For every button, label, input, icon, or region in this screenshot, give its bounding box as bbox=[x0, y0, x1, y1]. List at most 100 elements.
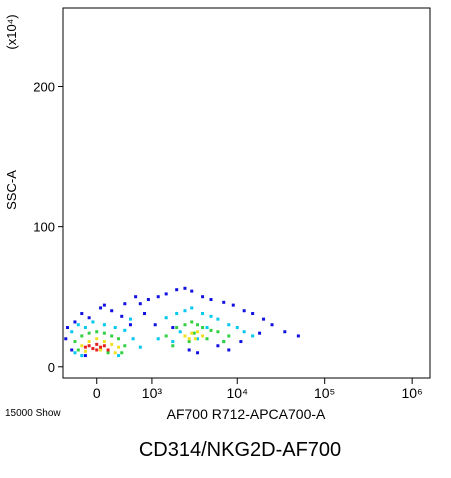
event-point bbox=[205, 326, 209, 330]
event-point bbox=[187, 348, 191, 352]
event-point bbox=[193, 337, 197, 341]
event-point bbox=[102, 340, 106, 344]
event-point bbox=[76, 323, 80, 327]
event-point bbox=[235, 326, 239, 330]
event-point bbox=[187, 337, 191, 341]
event-point bbox=[117, 337, 121, 341]
event-point bbox=[128, 317, 132, 321]
event-point bbox=[83, 349, 87, 353]
y-unit-label: (x10⁴) bbox=[4, 14, 19, 49]
event-point bbox=[91, 320, 95, 324]
event-point bbox=[87, 316, 91, 320]
event-point bbox=[156, 295, 160, 299]
event-point bbox=[83, 326, 87, 330]
event-point bbox=[190, 331, 194, 335]
event-point bbox=[83, 345, 87, 349]
event-point bbox=[80, 344, 84, 348]
chart-title: CD314/NKG2D-AF700 bbox=[139, 439, 341, 461]
event-point bbox=[205, 337, 209, 341]
event-point bbox=[113, 326, 117, 330]
event-point bbox=[209, 328, 213, 332]
event-point bbox=[183, 286, 187, 290]
y-tick-label: 0 bbox=[48, 360, 55, 375]
event-point bbox=[87, 340, 91, 344]
event-point bbox=[80, 334, 84, 338]
event-point bbox=[171, 344, 175, 348]
event-point bbox=[106, 351, 110, 355]
event-point bbox=[187, 340, 191, 344]
event-point bbox=[73, 320, 77, 324]
event-point bbox=[190, 306, 194, 310]
event-point bbox=[153, 323, 157, 327]
event-point bbox=[227, 323, 231, 327]
event-point bbox=[131, 337, 135, 341]
event-point bbox=[76, 348, 80, 352]
event-point bbox=[120, 351, 124, 355]
event-point bbox=[231, 303, 235, 307]
event-point bbox=[123, 302, 127, 306]
event-point bbox=[95, 348, 99, 352]
event-point bbox=[73, 340, 77, 344]
event-point bbox=[128, 323, 132, 327]
event-point bbox=[102, 303, 106, 307]
event-point bbox=[171, 340, 175, 344]
event-point bbox=[138, 345, 142, 349]
event-point bbox=[251, 312, 255, 316]
event-point bbox=[99, 306, 103, 310]
event-point bbox=[201, 312, 205, 316]
event-point bbox=[117, 345, 121, 349]
event-point bbox=[65, 326, 69, 330]
event-point bbox=[146, 298, 150, 302]
event-point bbox=[99, 348, 103, 352]
event-point bbox=[222, 300, 226, 304]
event-point bbox=[123, 344, 127, 348]
event-point bbox=[183, 334, 187, 338]
event-point bbox=[227, 334, 231, 338]
event-point bbox=[80, 312, 84, 316]
event-point bbox=[175, 326, 179, 330]
event-point bbox=[156, 337, 160, 341]
event-point bbox=[296, 334, 300, 338]
event-point bbox=[175, 312, 179, 316]
event-point bbox=[216, 330, 220, 334]
event-point bbox=[175, 288, 179, 292]
y-axis-label: SSC-A bbox=[4, 170, 19, 210]
event-point bbox=[102, 331, 106, 335]
event-point bbox=[117, 354, 121, 358]
event-point bbox=[196, 337, 200, 341]
event-point bbox=[201, 334, 205, 338]
event-point bbox=[73, 351, 77, 355]
event-point bbox=[192, 331, 196, 335]
event-point bbox=[251, 334, 255, 338]
event-point bbox=[171, 326, 175, 330]
y-tick-label: 100 bbox=[33, 220, 55, 235]
event-point bbox=[95, 342, 99, 346]
event-point bbox=[120, 314, 124, 318]
event-point bbox=[196, 330, 200, 334]
event-point bbox=[95, 330, 99, 334]
event-point bbox=[283, 330, 287, 334]
event-point bbox=[110, 334, 114, 338]
event-point bbox=[64, 337, 68, 341]
event-point bbox=[183, 309, 187, 313]
event-point bbox=[190, 320, 194, 324]
event-point bbox=[95, 337, 99, 341]
event-point bbox=[83, 354, 87, 358]
event-point bbox=[178, 330, 182, 334]
event-point bbox=[164, 334, 168, 338]
event-point bbox=[80, 354, 84, 358]
event-point bbox=[196, 351, 200, 355]
event-point bbox=[209, 298, 213, 302]
event-point bbox=[143, 312, 147, 316]
event-point bbox=[242, 309, 246, 313]
event-count: 15000 Show bbox=[5, 408, 61, 419]
event-point bbox=[110, 309, 114, 313]
event-point bbox=[91, 347, 95, 351]
event-point bbox=[201, 295, 205, 299]
plot-frame bbox=[62, 7, 431, 379]
x-tick-label: 10³ bbox=[142, 385, 163, 401]
event-point bbox=[164, 292, 168, 296]
event-point bbox=[258, 331, 262, 335]
